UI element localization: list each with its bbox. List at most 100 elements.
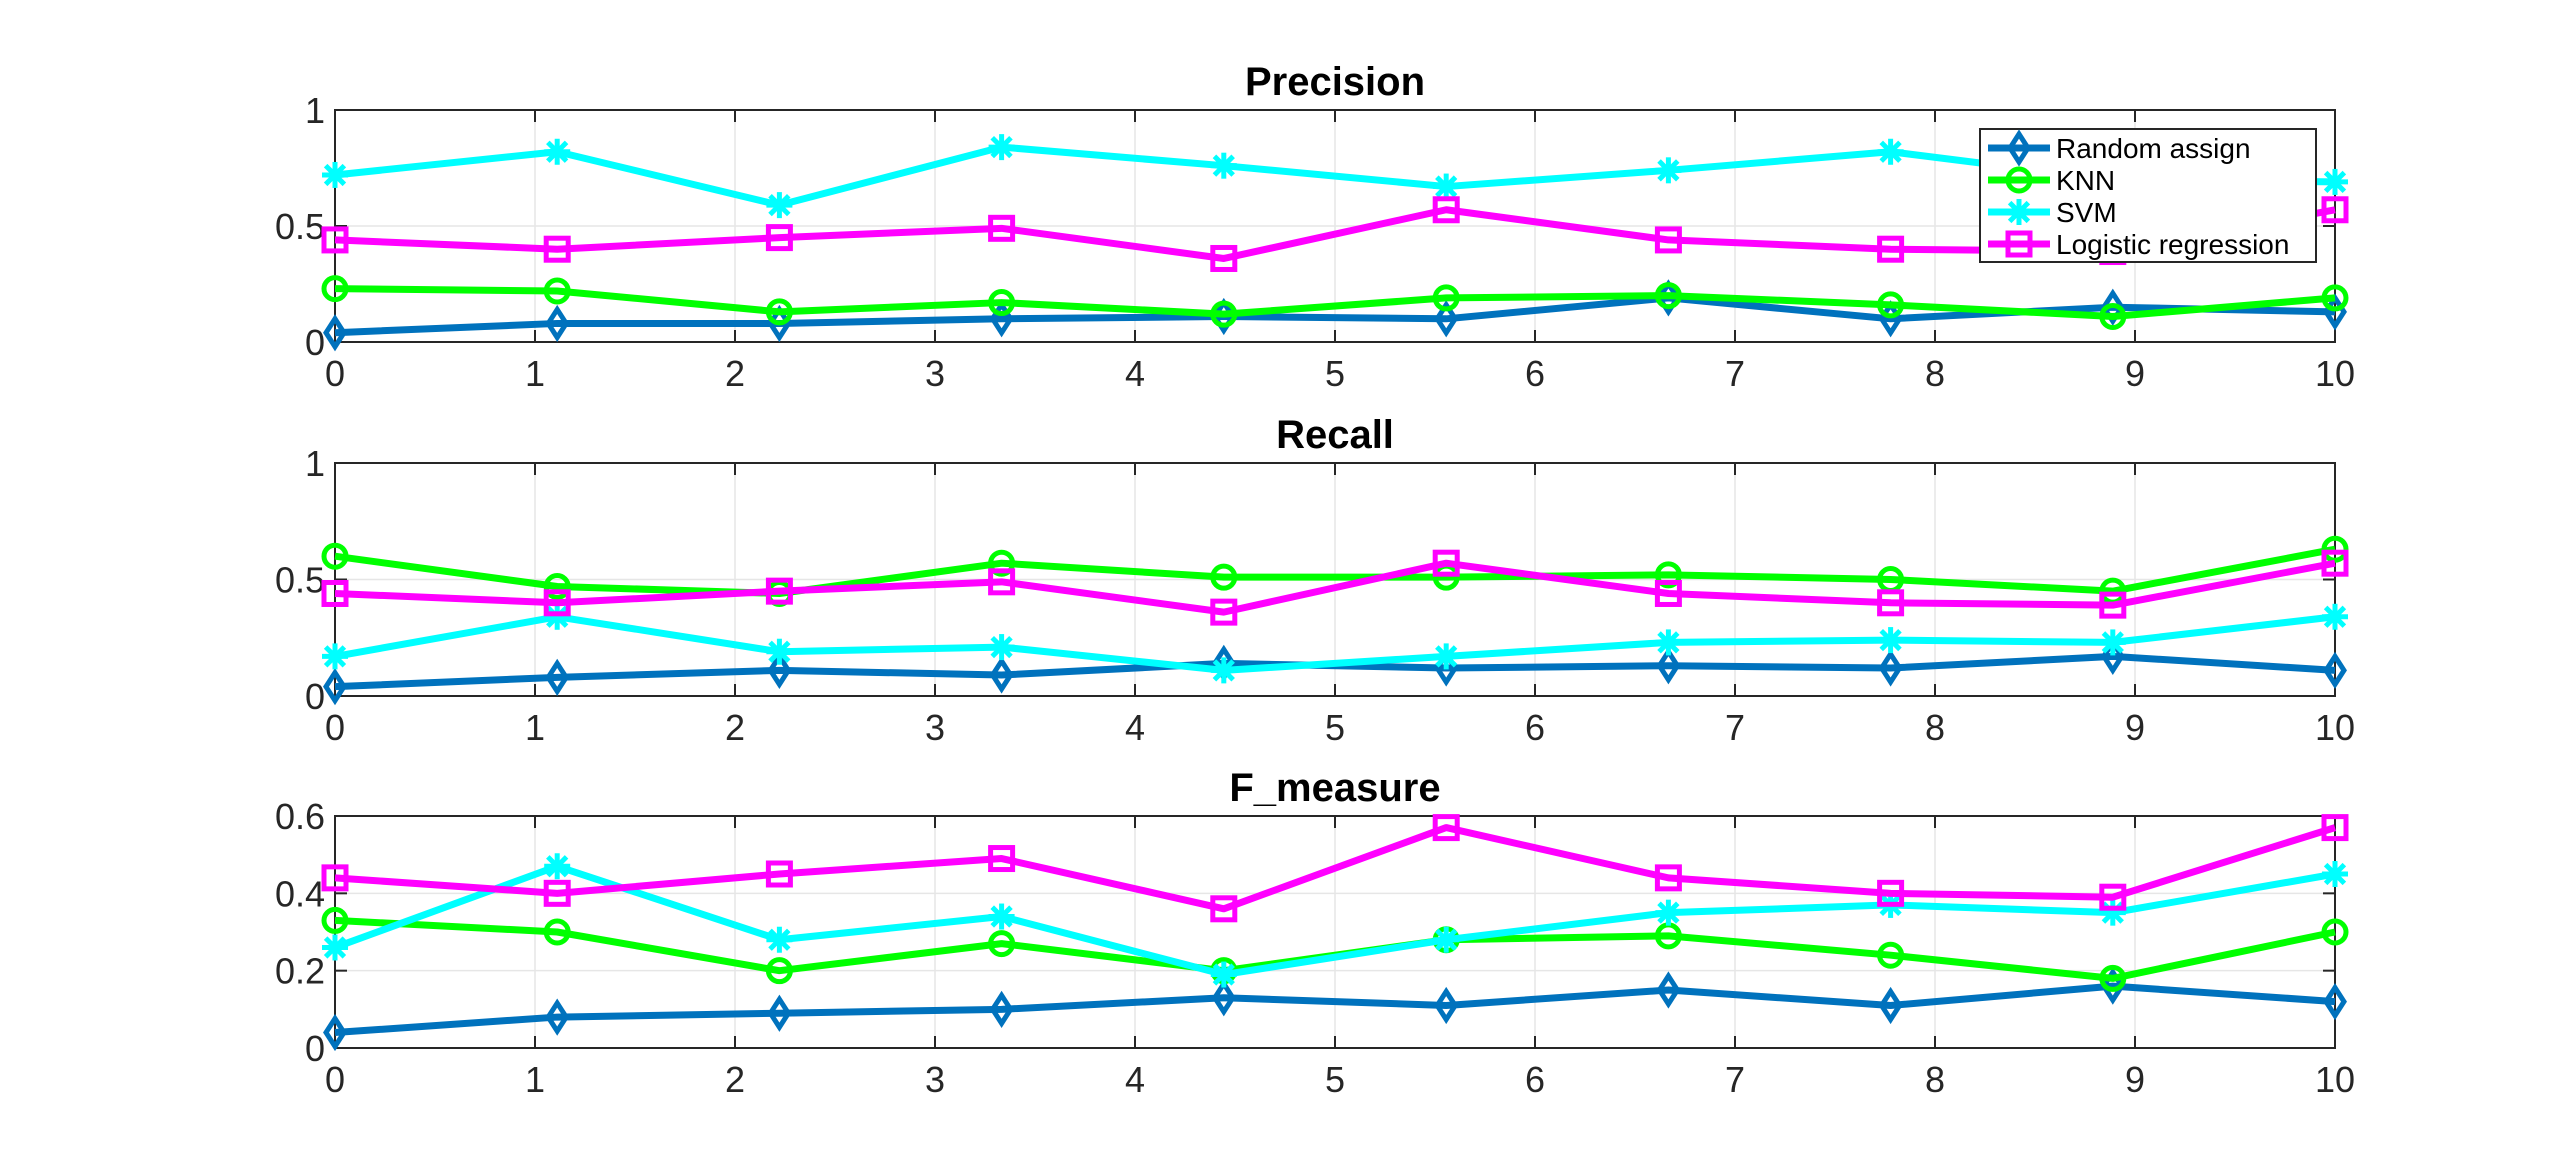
series-knn [321,275,2349,330]
x-tick-label: 1 [525,707,545,748]
x-tick-label: 3 [925,707,945,748]
x-tick-label: 6 [1525,353,1545,394]
series-line [334,285,2336,320]
data-point [1433,173,1460,200]
legend-label: Logistic regression [2056,229,2289,260]
data-point [1210,152,1237,179]
series-line [334,545,2336,597]
data-point [989,656,1014,694]
x-tick-label: 0 [325,353,345,394]
subplot-title: Precision [1245,60,1425,104]
precision-subplot: 0 1 2 3 4 5 6 7 8 9 10 0 0.5 1 Precision Random assignK… [275,60,2355,394]
data-point [988,930,1016,958]
series-logistic-regression [321,549,2349,626]
data-point [323,668,347,706]
x-tick-label: 5 [1325,353,1345,394]
x-tick-label: 4 [1125,353,1145,394]
data-point [1210,657,1237,684]
data-point [988,214,1016,242]
data-point [988,134,1015,161]
legend-marker [2007,129,2031,167]
x-tick-label: 6 [1525,707,1545,748]
data-point [2099,591,2127,619]
data-point [2323,651,2347,689]
legend-label: Random assign [2056,133,2251,164]
y-tick-label: 1 [305,443,325,484]
data-point [1432,549,1460,577]
y-tick-label: 0.4 [275,873,325,914]
data-point-stroke [1879,140,1902,163]
series-random-assign [323,967,2347,1052]
data-point [545,998,570,1036]
data-point [1434,300,1459,338]
data-point [766,926,793,953]
data-point [543,277,571,305]
data-point [545,304,570,343]
data-point [1654,864,1682,892]
data-point-stroke [323,936,347,959]
subplot-title: F_measure [1229,766,1440,810]
data-point-stroke [768,193,791,217]
data-point [544,853,571,880]
data-point-stroke [768,640,791,663]
data-point [544,603,571,630]
data-point-stroke [1435,928,1458,951]
x-tick-label: 10 [2315,353,2355,394]
data-point-stroke [990,135,1013,159]
legend-item-svm: SVM [1988,197,2117,228]
data-point [2321,549,2349,577]
data-point [1654,282,1682,310]
data-point [543,589,571,617]
x-tick-label: 4 [1125,707,1145,748]
legend-item-logistic-regression: Logistic regression [1988,229,2289,260]
legend-marker [2005,230,2033,258]
data-point [1877,941,1905,969]
data-point [2099,629,2126,656]
series-logistic-regression [321,814,2349,923]
series-line [334,824,2337,913]
data-point [2321,535,2349,563]
data-point-stroke [1657,901,1680,924]
data-point [1210,961,1237,988]
data-point [765,860,793,888]
x-tick-label: 0 [325,1059,345,1100]
data-point [1877,291,1905,319]
y-tick-label: 0 [305,676,325,717]
data-point [988,549,1016,577]
data-point [321,579,349,607]
data-point [1433,643,1460,670]
data-point-stroke [1657,631,1680,654]
data-point [1877,589,1905,617]
data-point [321,226,349,254]
x-tick-label: 9 [2125,1059,2145,1100]
data-point [2321,284,2349,312]
data-point [988,634,1015,661]
x-tick-label: 8 [1925,353,1945,394]
data-point [1432,196,1460,224]
data-point [1877,627,1904,654]
data-point [322,161,348,188]
data-point-stroke [546,605,569,628]
data-point [765,957,793,985]
data-point [1654,226,1682,254]
data-point-stroke [768,928,791,951]
data-point [766,638,793,665]
data-point [765,298,793,326]
data-point [767,994,792,1032]
x-tick-label: 2 [725,353,745,394]
data-point [321,542,349,570]
x-tick-label: 10 [2315,1059,2355,1100]
f-measure-subplot: 0 1 2 3 4 5 6 7 8 9 10 0 0.2 0.4 0.6 F_measure [275,766,2355,1100]
series-line [334,559,2336,616]
data-point-stroke [1212,154,1235,177]
data-point [322,934,348,961]
y-tick-label: 0.5 [275,206,325,247]
data-point [1655,157,1682,184]
data-point [1878,986,1903,1025]
data-point [988,289,1016,317]
data-point-stroke [990,905,1013,928]
data-point [988,903,1015,930]
series-line [334,982,2336,1037]
x-tick-label: 7 [1725,353,1745,394]
